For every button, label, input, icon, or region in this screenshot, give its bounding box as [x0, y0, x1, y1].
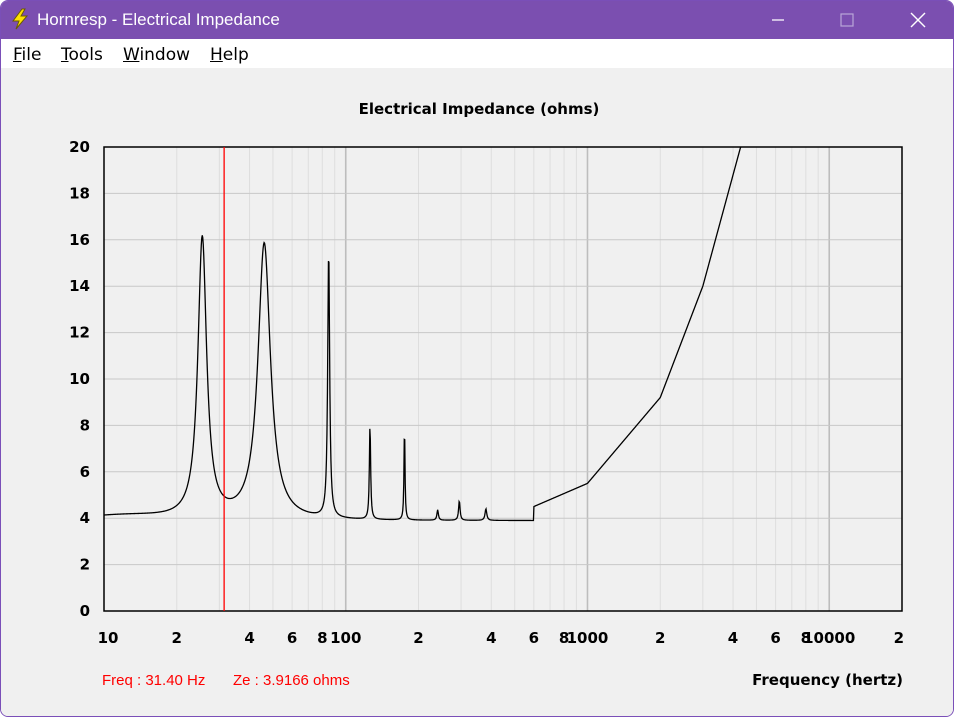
- impedance-curve: [103, 146, 742, 522]
- x-tick-label: 1000: [567, 629, 609, 647]
- x-tick-label: 100: [330, 629, 361, 647]
- y-tick-label: 16: [69, 231, 90, 249]
- x-tick-label: 8: [559, 629, 569, 647]
- x-tick-label: 6: [287, 629, 297, 647]
- x-tick-label: 8: [801, 629, 811, 647]
- x-tick-label: 8: [317, 629, 327, 647]
- x-tick-label: 2: [894, 629, 904, 647]
- x-axis-label: Frequency (hertz): [752, 671, 903, 689]
- close-icon: [910, 12, 926, 28]
- maximize-button[interactable]: [824, 1, 870, 39]
- x-tick-label: 6: [770, 629, 780, 647]
- x-tick-label: 4: [728, 629, 738, 647]
- menu-help[interactable]: Help: [210, 45, 249, 65]
- y-tick-label: 6: [80, 463, 90, 481]
- x-tick-label: 10000: [803, 629, 855, 647]
- freq-readout: Freq : 31.40 Hz: [102, 672, 205, 689]
- menu-tools[interactable]: Tools: [61, 45, 103, 65]
- ze-readout: Ze : 3.9166 ohms: [233, 672, 350, 689]
- menu-window[interactable]: Window: [123, 45, 191, 65]
- menu-file[interactable]: File: [13, 45, 42, 65]
- title-bar[interactable]: Hornresp - Electrical Impedance: [1, 1, 953, 39]
- y-tick-label: 18: [69, 184, 90, 202]
- y-tick-label: 4: [80, 509, 90, 527]
- x-tick-label: 4: [486, 629, 496, 647]
- chart-title: Electrical Impedance (ohms): [359, 100, 600, 118]
- y-tick-label: 20: [69, 138, 90, 156]
- x-tick-label: 2: [655, 629, 665, 647]
- x-tick-label: 4: [244, 629, 254, 647]
- plot-frame: [103, 146, 903, 612]
- close-button[interactable]: [894, 1, 940, 39]
- y-tick-label: 12: [69, 324, 90, 342]
- impedance-chart[interactable]: Electrical Impedance (ohms) 0 2 4 6 8 10 12 14 1…: [1, 68, 953, 716]
- y-tick-label: 2: [80, 556, 90, 574]
- x-tick-label: 2: [413, 629, 423, 647]
- y-tick-label: 8: [80, 416, 90, 434]
- menu-bar: File Tools Window Help: [1, 39, 953, 68]
- maximize-icon: [840, 13, 854, 27]
- minimize-button[interactable]: [755, 1, 801, 39]
- grid: [104, 147, 902, 611]
- chart-area[interactable]: Electrical Impedance (ohms) 0 2 4 6 8 10 12 14 1…: [1, 68, 953, 716]
- x-tick-label: 10: [98, 629, 119, 647]
- x-tick-label: 6: [529, 629, 539, 647]
- y-tick-label: 10: [69, 370, 90, 388]
- y-tick-label: 0: [80, 602, 90, 620]
- window-title: Hornresp - Electrical Impedance: [37, 10, 280, 29]
- y-axis: 0 2 4 6 8 10 12 14 16 18 20: [69, 138, 90, 620]
- lightning-icon: [12, 8, 29, 30]
- y-tick-label: 14: [69, 277, 90, 295]
- x-tick-label: 2: [172, 629, 182, 647]
- minimize-icon: [772, 19, 784, 21]
